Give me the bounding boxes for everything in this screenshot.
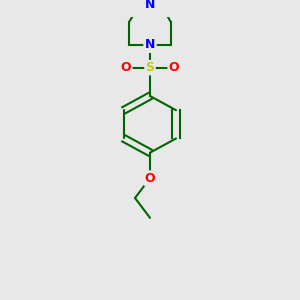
Text: O: O (121, 61, 131, 74)
Text: S: S (146, 61, 154, 74)
Text: N: N (145, 0, 155, 11)
Text: O: O (145, 172, 155, 185)
Text: O: O (169, 61, 179, 74)
Text: N: N (145, 38, 155, 52)
Text: N: N (145, 38, 155, 52)
